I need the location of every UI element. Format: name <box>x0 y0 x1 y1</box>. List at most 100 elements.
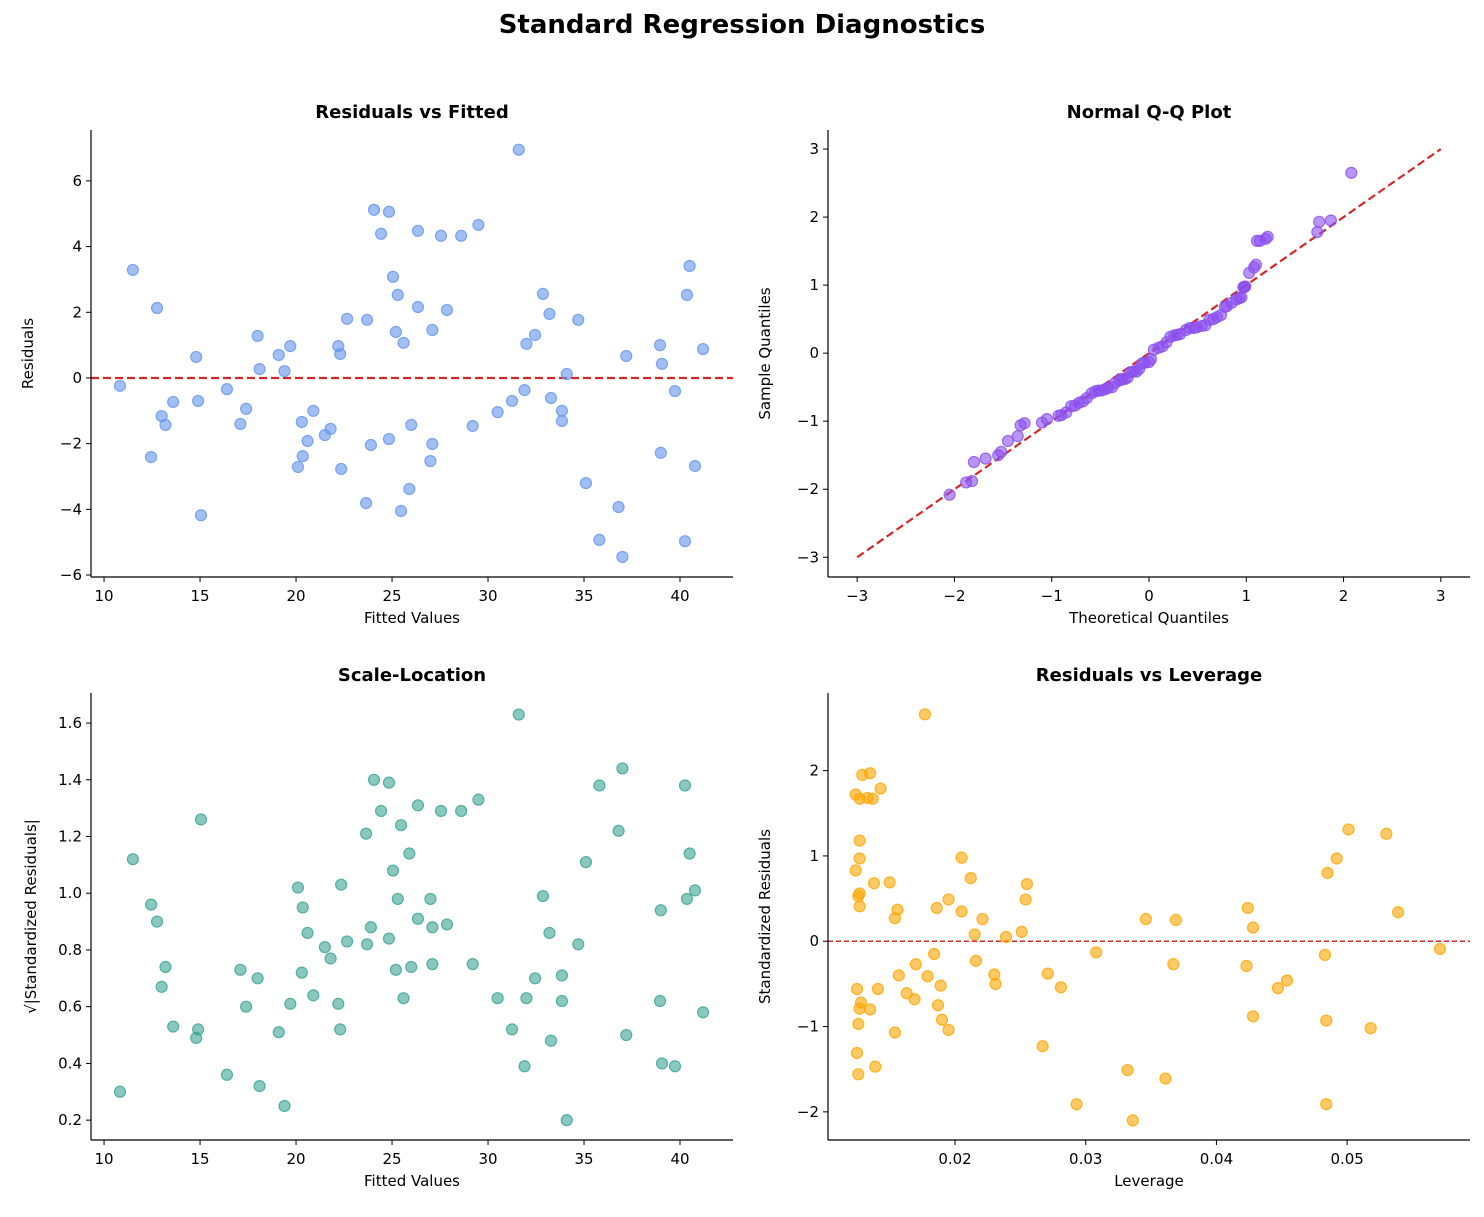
data-point <box>1311 225 1324 239</box>
data-point <box>853 834 866 847</box>
data-point <box>918 708 932 721</box>
y-tick-label: 0.2 <box>58 1111 82 1129</box>
data-point <box>560 1114 573 1127</box>
x-tick-label: 2 <box>1339 587 1349 605</box>
data-point <box>921 970 934 983</box>
points <box>113 143 710 564</box>
data-point <box>979 452 992 465</box>
x-tick-label: 15 <box>191 587 210 605</box>
data-point <box>192 1023 205 1036</box>
data-point <box>126 263 139 277</box>
data-point <box>1001 434 1015 448</box>
y-tick-label: 1 <box>809 847 819 865</box>
data-point <box>989 977 1002 990</box>
x-tick-label: 20 <box>286 1150 305 1168</box>
data-point <box>852 889 865 903</box>
x-tick-label: 35 <box>574 587 593 605</box>
x-tick-label: 25 <box>382 587 401 605</box>
data-point <box>1345 166 1358 179</box>
data-point <box>528 972 542 985</box>
data-point <box>678 779 692 792</box>
y-tick-label: 2 <box>809 762 819 780</box>
data-point <box>518 384 531 397</box>
data-point <box>440 303 454 317</box>
data-point <box>360 497 373 510</box>
data-point <box>1433 942 1447 956</box>
data-point <box>434 804 448 818</box>
data-point <box>696 342 710 356</box>
y-tick-label: 0.6 <box>58 998 82 1016</box>
x-tick-label: 10 <box>95 1150 114 1168</box>
data-point <box>386 864 400 877</box>
data-point <box>965 474 979 488</box>
data-point <box>382 932 396 945</box>
data-point <box>935 1013 949 1026</box>
data-point <box>253 363 266 376</box>
y-tick-label: 0 <box>809 344 819 362</box>
data-point <box>1239 280 1252 293</box>
y-tick-label: 2 <box>809 208 819 226</box>
data-point <box>655 1057 669 1070</box>
data-point <box>1330 852 1343 865</box>
data-point <box>411 912 425 925</box>
data-point <box>278 1099 291 1113</box>
x-axis-label: Fitted Values <box>364 1172 460 1190</box>
data-point <box>1280 974 1294 987</box>
data-point <box>1169 913 1183 927</box>
y-tick-label: −4 <box>60 500 82 518</box>
x-tick-label: −3 <box>846 587 868 605</box>
data-point <box>491 992 504 1005</box>
data-point <box>332 997 345 1010</box>
data-point <box>220 1068 234 1081</box>
data-point <box>155 980 168 993</box>
data-point <box>426 921 439 934</box>
data-point <box>374 804 388 818</box>
data-point <box>888 912 902 925</box>
data-point <box>1320 1098 1333 1111</box>
data-point <box>1019 893 1032 906</box>
x-tick-label: −2 <box>943 587 965 605</box>
data-point <box>234 417 247 431</box>
data-point <box>852 1017 865 1031</box>
subplot-3: 10 15 20 25 30 35 40 0.2 0.4 0.6 0.8 1.0 1.2 1.4 1.6 Sc… <box>22 665 733 1190</box>
data-point <box>403 847 416 860</box>
data-point <box>440 918 454 931</box>
data-point <box>307 404 320 417</box>
data-point <box>1240 959 1253 973</box>
data-point <box>426 958 439 971</box>
data-point <box>866 792 879 805</box>
data-point <box>167 395 180 409</box>
data-point <box>544 391 558 405</box>
data-point <box>405 960 418 974</box>
data-point <box>1090 946 1103 959</box>
x-tick-label: 0.03 <box>1069 1150 1102 1168</box>
data-point <box>1324 214 1338 227</box>
data-point <box>113 379 127 392</box>
data-point <box>964 872 977 885</box>
data-point <box>126 853 139 866</box>
x-tick-label: 0.04 <box>1200 1150 1233 1168</box>
data-point <box>360 313 374 326</box>
figure-title: Standard Regression Diagnostics <box>498 10 986 40</box>
data-point <box>1392 906 1405 919</box>
x-tick-label: 0.05 <box>1330 1150 1363 1168</box>
data-point <box>654 904 667 917</box>
data-point <box>688 884 702 897</box>
y-tick-label: −6 <box>60 566 82 584</box>
data-point <box>341 935 354 948</box>
y-tick-label: 0 <box>72 369 82 387</box>
data-point <box>307 989 320 1002</box>
data-point <box>234 963 247 976</box>
data-point <box>853 852 866 865</box>
data-point <box>616 762 629 775</box>
data-point <box>389 325 402 339</box>
data-point <box>1364 1022 1377 1035</box>
data-point <box>253 1080 266 1093</box>
y-tick-label: 2 <box>72 303 82 321</box>
data-point <box>620 349 633 363</box>
x-tick-label: 1 <box>1241 587 1251 605</box>
y-tick-label: 1.6 <box>58 714 82 732</box>
data-point <box>655 357 669 370</box>
x-tick-label: 35 <box>574 1150 593 1168</box>
